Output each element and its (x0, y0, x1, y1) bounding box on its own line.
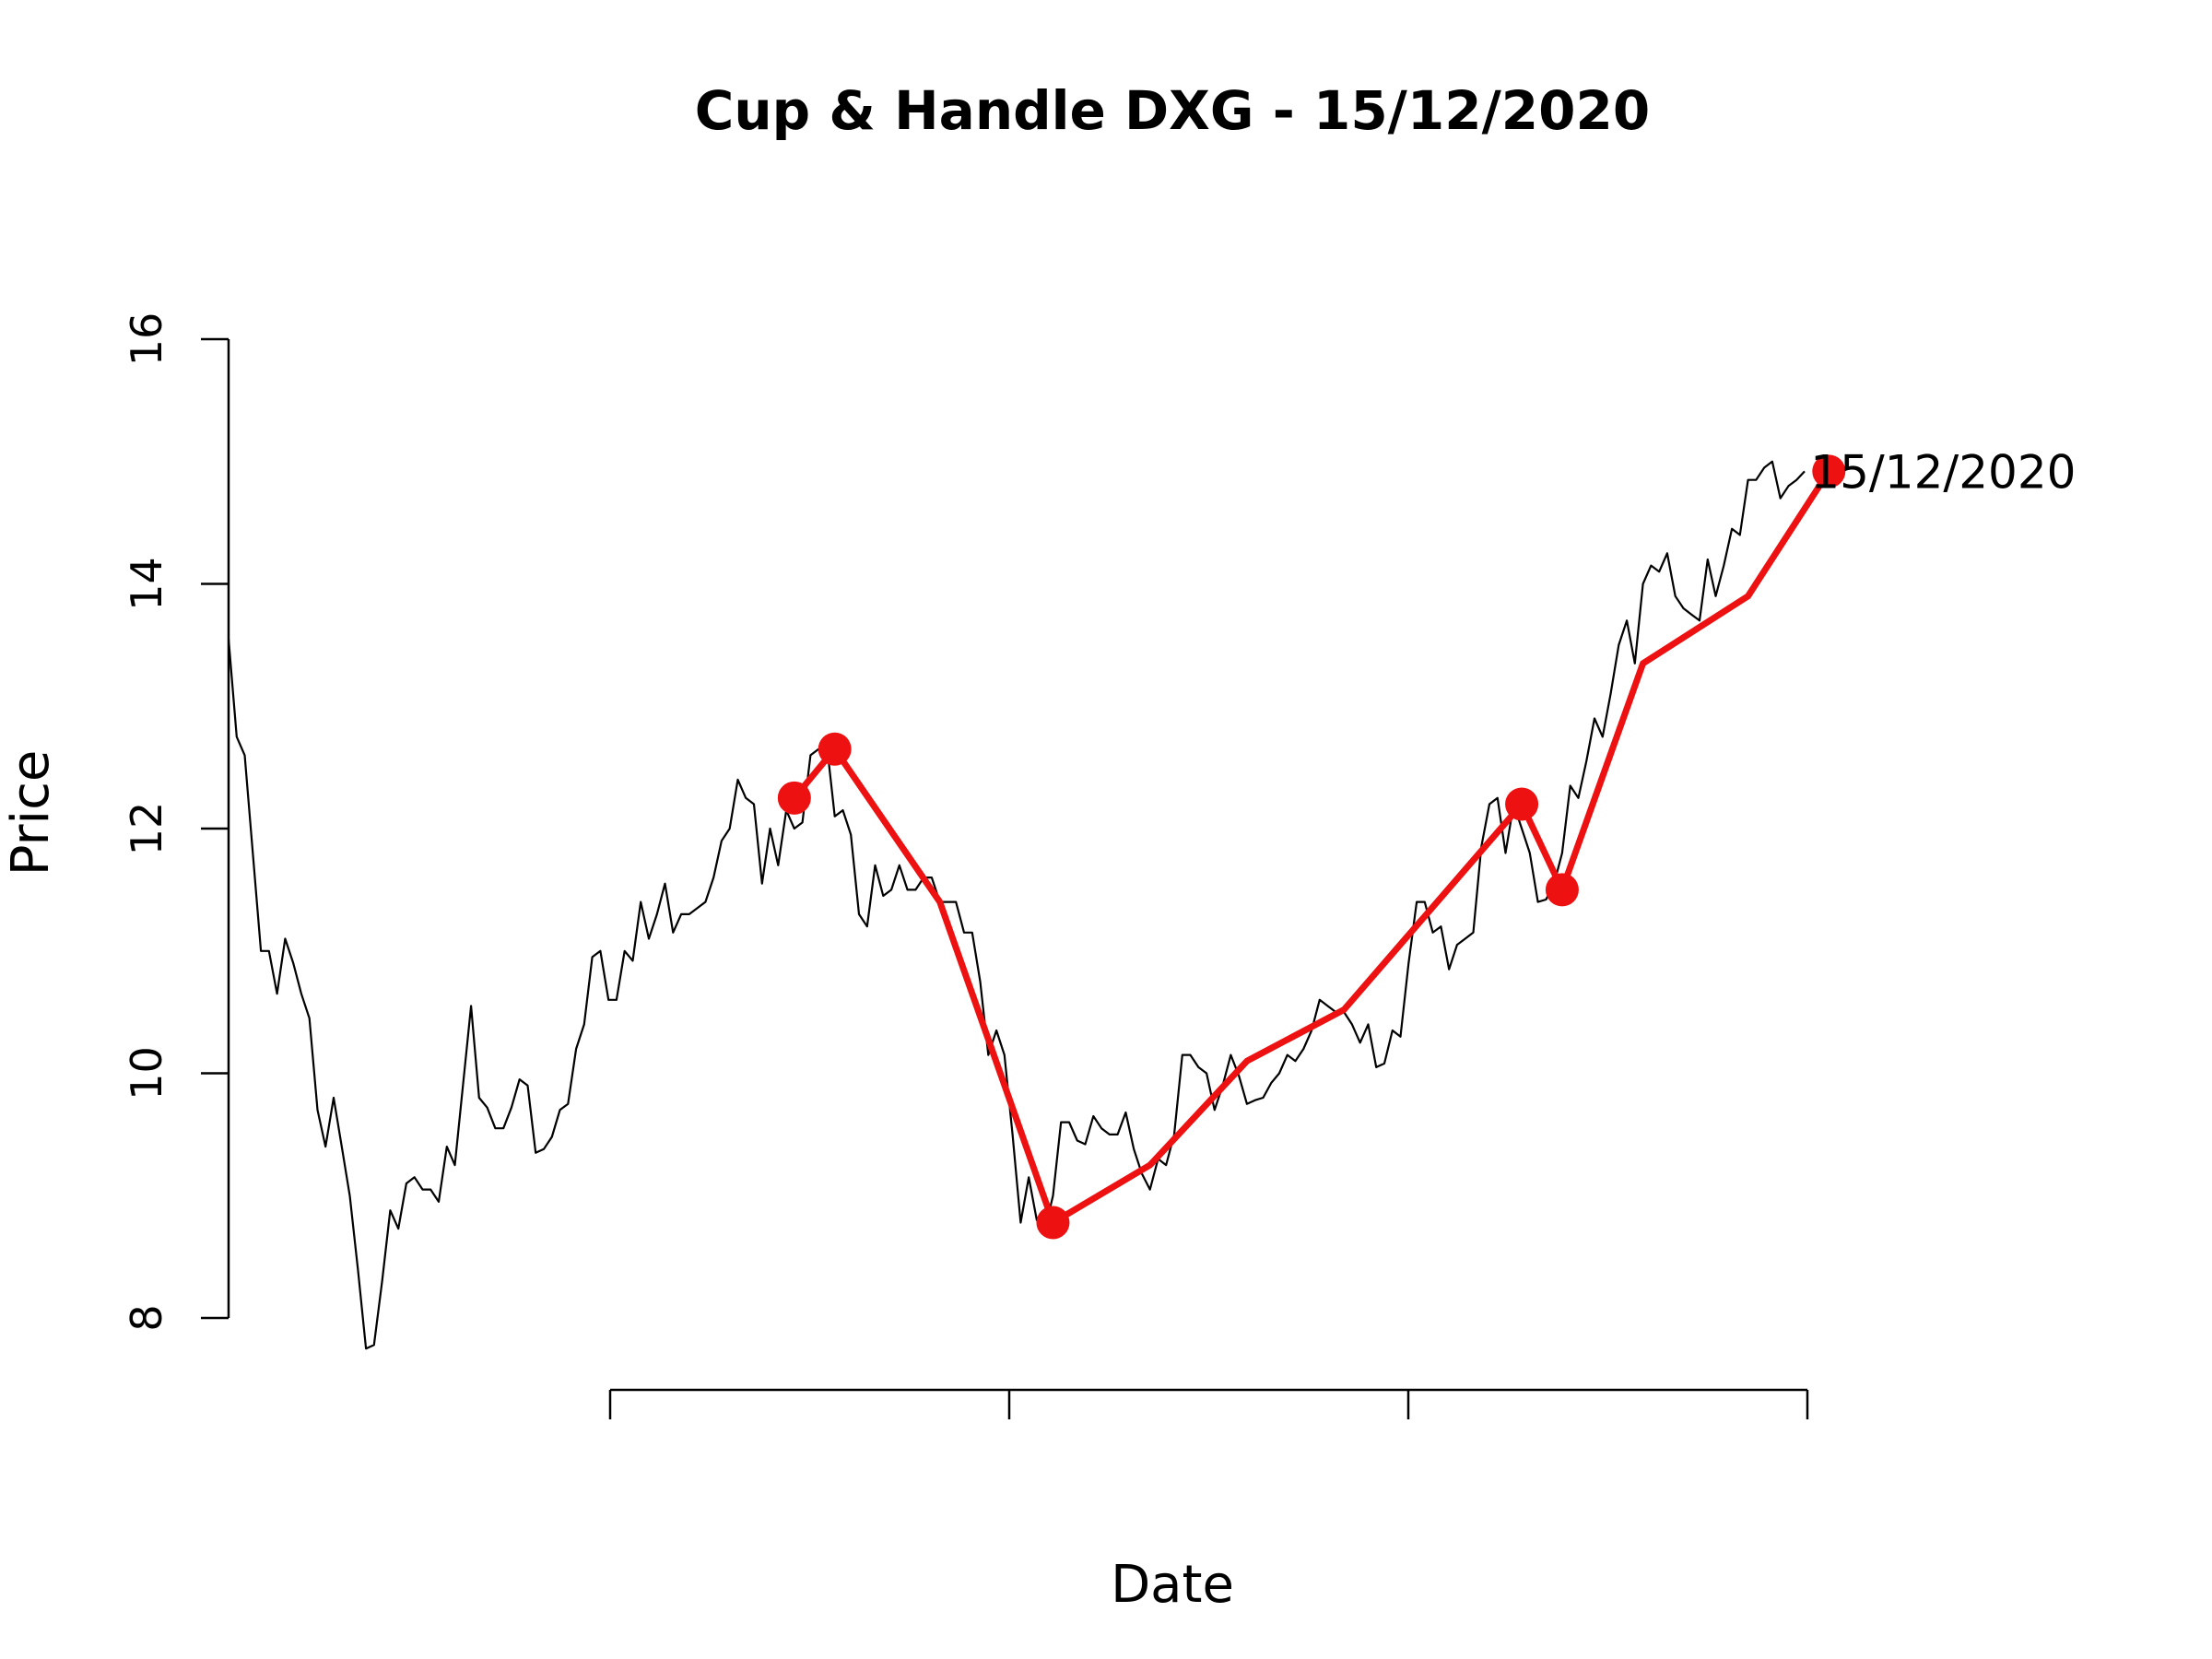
chart-title: Cup & Handle DXG - 15/12/2020 (695, 79, 1650, 142)
pattern-point (1545, 873, 1579, 907)
pattern-line (791, 467, 1832, 1226)
annotations: 15/12/2020 (1810, 445, 2076, 499)
y-tick-label: 14 (122, 557, 171, 611)
pattern-point (818, 732, 852, 766)
y-tick-label: 10 (122, 1046, 171, 1100)
y-tick-label: 8 (122, 1304, 171, 1331)
y-tick-label: 12 (122, 802, 171, 856)
pattern-point (777, 781, 811, 815)
pattern-point (1812, 454, 1846, 488)
annotation-label: 15/12/2020 (1810, 445, 2076, 499)
pattern-point (1036, 1206, 1070, 1240)
plot-area (227, 454, 1846, 1350)
x-axis (608, 1388, 1809, 1419)
y-tick-label: 16 (122, 312, 171, 367)
y-axis: 8 10 12 14 16 (122, 312, 230, 1332)
pattern-point (1505, 787, 1539, 821)
x-axis-title: Date (1111, 1555, 1234, 1615)
price-line (227, 460, 1806, 1350)
y-axis-title: Price (1, 750, 61, 877)
